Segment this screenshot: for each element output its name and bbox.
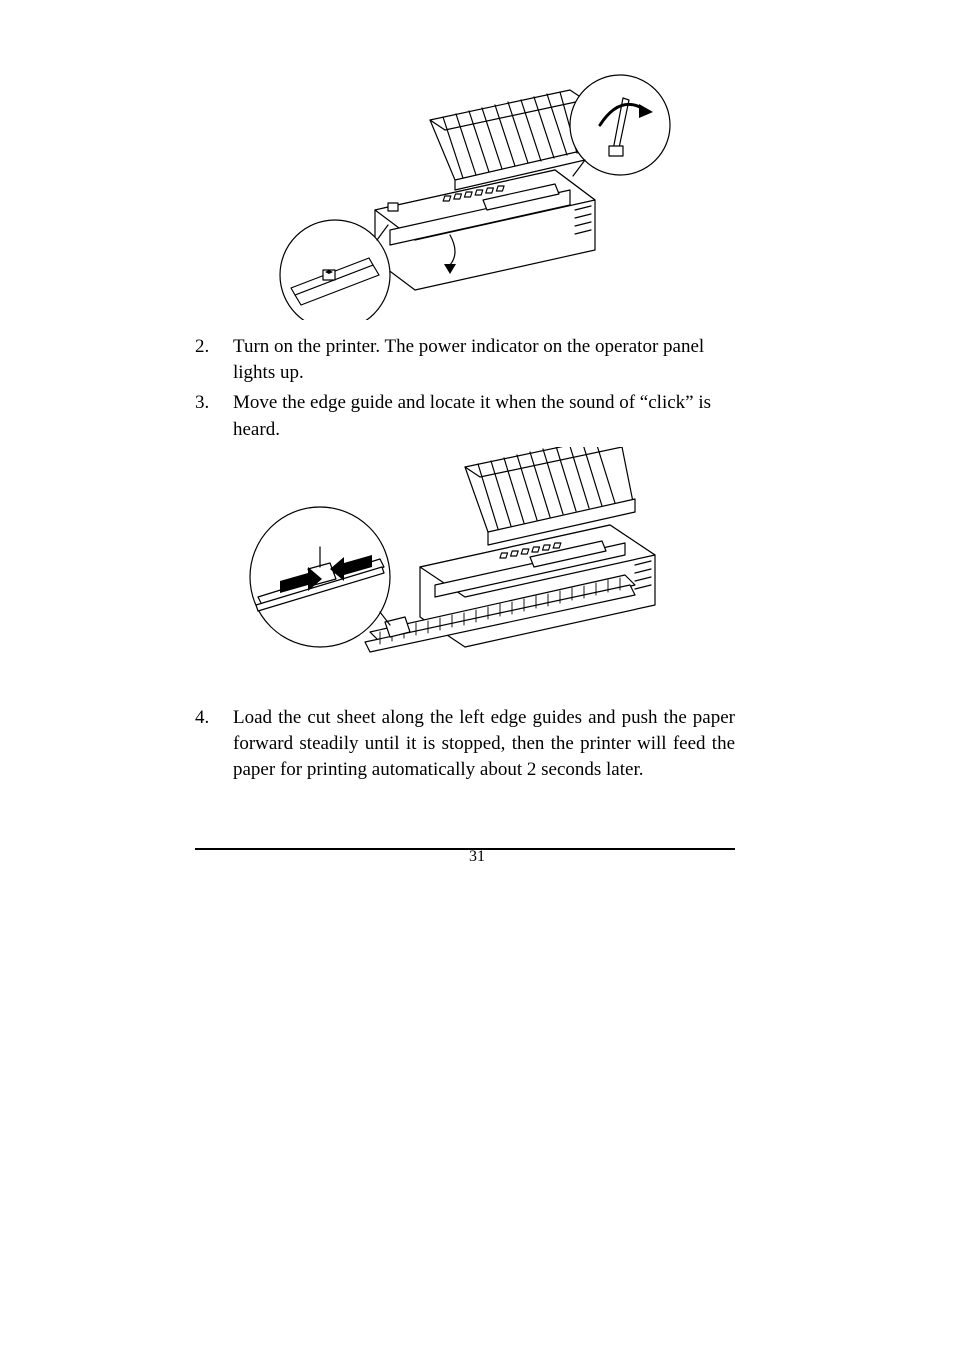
content-column: 2. Turn on the printer. The power indica… [195,60,735,788]
step-4: 4. Load the cut sheet along the left edg… [195,705,735,784]
page-number: 31 [0,848,954,866]
step-2-text: Turn on the printer. The power indicator… [233,334,735,386]
instruction-list-continued: 4. Load the cut sheet along the left edg… [195,705,735,784]
step-2: 2. Turn on the printer. The power indica… [195,334,735,386]
step-3: 3. Move the edge guide and locate it whe… [195,390,735,442]
step-4-text: Load the cut sheet along the left edge g… [233,705,735,784]
instruction-list: 2. Turn on the printer. The power indica… [195,334,735,443]
step-2-number: 2. [195,334,233,360]
page: 2. Turn on the printer. The power indica… [0,0,954,1351]
step-3-number: 3. [195,390,233,416]
step-3-text: Move the edge guide and locate it when t… [233,390,735,442]
figure-edge-guide [230,447,700,677]
figure-printer-lever [255,60,675,320]
step-4-number: 4. [195,705,233,731]
